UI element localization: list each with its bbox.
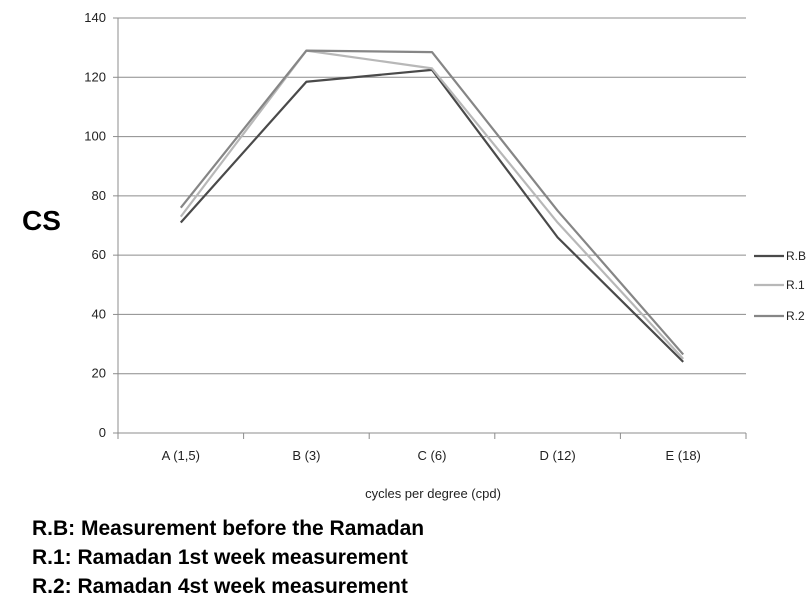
y-tick-label: 40: [92, 306, 106, 321]
series-line-r2: [179, 49, 685, 356]
series-lines: [179, 49, 685, 363]
x-tick-label: B (3): [292, 448, 320, 463]
legend-label: R.1: [786, 278, 805, 292]
x-tick-label: C (6): [418, 448, 447, 463]
y-axis-ticks: 0 20 40 60 80 100 120 140: [84, 10, 118, 440]
y-axis-label: CS: [22, 205, 61, 236]
y-tick-label: 120: [84, 69, 106, 84]
legend: R.B R.1 R.2: [754, 249, 806, 323]
y-tick-label: 140: [84, 10, 106, 25]
note-rb: R.B: Measurement before the Ramadan: [32, 517, 425, 540]
line-chart: 0 20 40 60 80 100 120 140 A (1,5) B (3) C (6) D (1…: [22, 10, 806, 501]
note-r1: R.1: Ramadan 1st week measurement: [32, 546, 408, 569]
legend-label: R.B: [786, 249, 806, 263]
series-line-r1: [179, 49, 685, 360]
x-tick-label: A (1,5): [162, 448, 200, 463]
x-tick-label: E (18): [665, 448, 700, 463]
gridlines: [118, 17, 746, 434]
x-axis: A (1,5) B (3) C (6) D (12) E (18): [117, 18, 747, 463]
y-tick-label: 100: [84, 129, 106, 144]
y-tick-label: 20: [92, 366, 106, 381]
y-tick-label: 60: [92, 247, 106, 262]
y-tick-label: 80: [92, 188, 106, 203]
series-notes: R.B: Measurement before the Ramadan R.1:…: [32, 514, 424, 601]
y-tick-label: 0: [99, 425, 106, 440]
x-tick-label: D (12): [540, 448, 576, 463]
x-axis-label: cycles per degree (cpd): [365, 486, 501, 501]
note-r2: R.2: Ramadan 4st week measurement: [32, 575, 408, 598]
legend-label: R.2: [786, 309, 805, 323]
